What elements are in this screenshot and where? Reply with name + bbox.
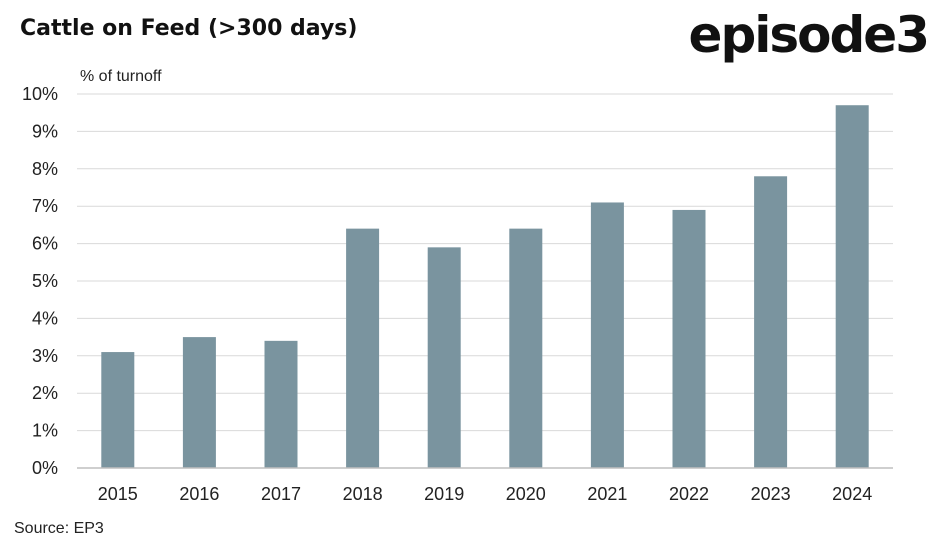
y-tick-label: 9% bbox=[32, 121, 58, 141]
bar-2015 bbox=[101, 352, 135, 468]
brand-logo: episode3 bbox=[688, 6, 930, 64]
y-tick-label: 4% bbox=[32, 308, 58, 328]
y-tick-label: 6% bbox=[32, 234, 58, 254]
bar-2024 bbox=[835, 105, 869, 468]
bar-2020 bbox=[509, 228, 543, 468]
x-tick-label: 2023 bbox=[751, 484, 791, 504]
bar-2018 bbox=[346, 228, 380, 468]
x-tick-label: 2015 bbox=[98, 484, 138, 504]
y-axis-label: % of turnoff bbox=[80, 68, 162, 85]
x-tick-label: 2018 bbox=[343, 484, 383, 504]
chart-title: Cattle on Feed (>300 days) bbox=[20, 16, 358, 41]
x-tick-label: 2024 bbox=[832, 484, 872, 504]
source-note: Source: EP3 bbox=[14, 520, 104, 537]
bar-2017 bbox=[264, 340, 298, 468]
bar-2023 bbox=[754, 176, 788, 468]
x-tick-label: 2021 bbox=[587, 484, 627, 504]
y-tick-label: 2% bbox=[32, 383, 58, 403]
bar-2019 bbox=[427, 247, 461, 468]
x-tick-label: 2019 bbox=[424, 484, 464, 504]
bar-2016 bbox=[182, 337, 216, 468]
x-tick-label: 2022 bbox=[669, 484, 709, 504]
x-tick-label: 2017 bbox=[261, 484, 301, 504]
bar-series bbox=[101, 105, 869, 468]
y-tick-label: 0% bbox=[32, 458, 58, 478]
y-tick-label: 5% bbox=[32, 271, 58, 291]
bar-2021 bbox=[590, 202, 624, 468]
bar-2022 bbox=[672, 209, 706, 468]
y-tick-label: 8% bbox=[32, 159, 58, 179]
y-tick-label: 3% bbox=[32, 346, 58, 366]
x-tick-label: 2016 bbox=[179, 484, 219, 504]
y-tick-label: 1% bbox=[32, 421, 58, 441]
axes: % of turnoff 0% 1% 2% 3% 4% 5% 6% 7% 8% 9% 10% 2015… bbox=[22, 68, 893, 504]
x-tick-label: 2020 bbox=[506, 484, 546, 504]
y-tick-label: 7% bbox=[32, 196, 58, 216]
y-tick-label: 10% bbox=[22, 84, 58, 104]
